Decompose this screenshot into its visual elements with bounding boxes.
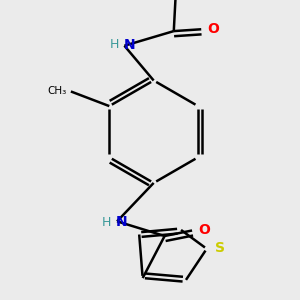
Text: N: N (123, 38, 135, 52)
Text: S: S (214, 241, 224, 255)
Text: H: H (102, 216, 112, 229)
Text: O: O (207, 22, 219, 35)
Text: O: O (198, 223, 210, 237)
Text: CH₃: CH₃ (47, 86, 67, 96)
Text: H: H (110, 38, 119, 51)
Text: N: N (116, 215, 128, 230)
